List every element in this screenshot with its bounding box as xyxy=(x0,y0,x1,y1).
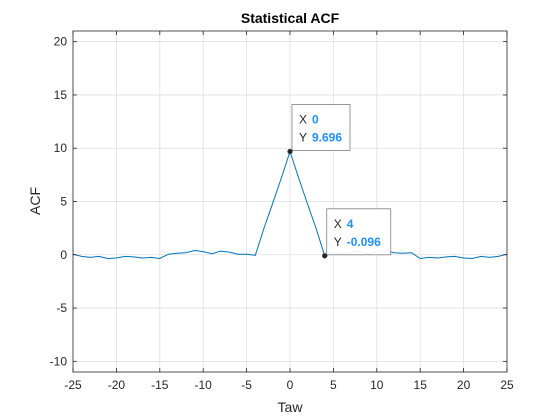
datatip-y-label: Y xyxy=(299,130,307,144)
y-axis-label: ACF xyxy=(27,187,43,215)
y-tick-label: 10 xyxy=(54,141,68,155)
datatip-box xyxy=(291,104,351,151)
y-tick-label: -10 xyxy=(50,354,68,368)
x-tick-label: 15 xyxy=(414,378,428,392)
x-axis-label: Taw xyxy=(278,399,304,415)
ticks: -25 -20 -15 -10 -5 0 5 10 15 20 25 -10 -5 0 5 10 15 20 xyxy=(50,31,514,392)
datatip-x-value: 0 xyxy=(312,112,319,126)
x-tick-label: 25 xyxy=(500,378,514,392)
y-tick-label: 5 xyxy=(60,195,67,209)
datatip-x-value: 4 xyxy=(347,217,354,231)
chart-title: Statistical ACF xyxy=(241,10,340,26)
datatip-marker[interactable] xyxy=(322,253,328,259)
datatip-y-label: Y xyxy=(334,235,342,249)
datatip[interactable]: X 4Y -0.096 xyxy=(322,208,392,259)
x-tick-label: 0 xyxy=(287,378,294,392)
y-tick-label: 15 xyxy=(54,88,68,102)
datatip[interactable]: X 0Y 9.696 xyxy=(287,104,351,155)
datatip-x-label: X xyxy=(334,217,342,231)
x-tick-label: -25 xyxy=(64,378,82,392)
y-tick-label: -5 xyxy=(56,301,67,315)
x-tick-label: 10 xyxy=(370,378,384,392)
x-tick-label: 20 xyxy=(457,378,471,392)
x-tick-label: -20 xyxy=(108,378,126,392)
datatip-box xyxy=(326,208,392,256)
y-tick-label: 20 xyxy=(54,35,68,49)
datatip-y-value: 9.696 xyxy=(312,130,342,144)
x-tick-label: -10 xyxy=(195,378,213,392)
x-tick-label: -15 xyxy=(151,378,169,392)
datatip-marker[interactable] xyxy=(287,148,293,155)
datatip-y-value: -0.096 xyxy=(347,235,381,249)
datatip-x-label: X xyxy=(299,112,307,126)
x-tick-label: -5 xyxy=(241,378,252,392)
x-tick-label: 5 xyxy=(330,378,337,392)
y-tick-label: 0 xyxy=(60,248,67,262)
